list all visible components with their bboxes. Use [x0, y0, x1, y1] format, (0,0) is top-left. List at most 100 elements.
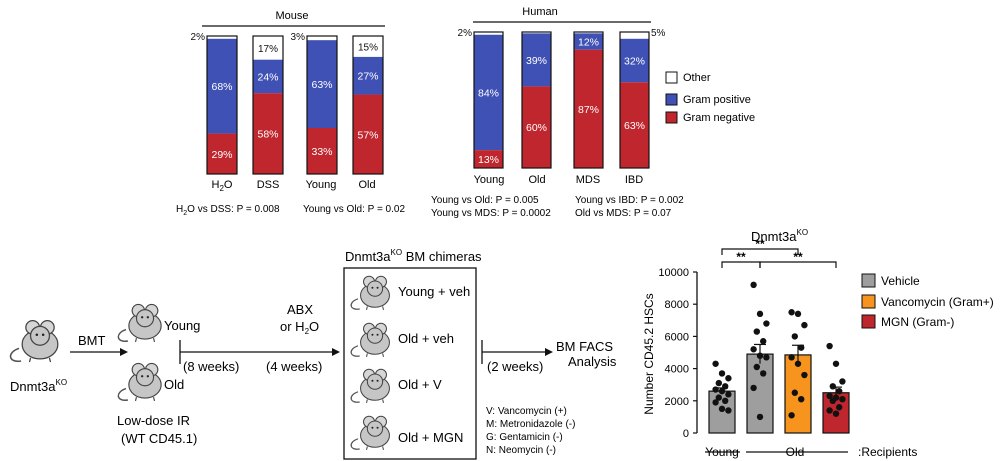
human-group-label: Human — [522, 6, 557, 18]
x-label-dss: DSS — [257, 179, 280, 191]
chimera-title: Dnmt3aKO BM chimeras — [345, 248, 482, 264]
group-old-v-label: Old + V — [398, 377, 442, 392]
bar-gram-positive-dss — [253, 59, 283, 94]
data-point-old-vehicle — [753, 363, 760, 371]
data-point-old-mgn — [836, 404, 843, 411]
data-label-gram-negative-dss: 58% — [257, 129, 278, 141]
data-point-young-vehicle — [712, 360, 719, 367]
bar-outline-h2o — [206, 35, 238, 175]
data-label-gram-positive-old: 27% — [357, 71, 378, 83]
bar-other-dss — [253, 36, 283, 60]
bar-outline-ibd — [619, 31, 650, 169]
two-weeks-label: (2 weeks) — [487, 359, 543, 374]
data-label-gram-positive-mds: 12% — [578, 37, 599, 49]
legend-label-gram-positive: Gram positive — [683, 94, 751, 106]
data-point-young-vehicle — [715, 394, 722, 401]
mouse-microbiome-panel: Mouse 29% 68% 2% 58% 24% 17% 33% 63% 3% 57% 27% 15%… — [176, 10, 405, 217]
bar-other-old — [522, 32, 551, 34]
data-point-old-mgn — [826, 342, 833, 350]
bar-outline-mds — [573, 31, 604, 169]
bm-facs-label: BM FACS — [556, 339, 613, 354]
data-label-gram-negative-ibd: 63% — [624, 120, 645, 132]
stat-h2o-tail: O — [187, 204, 198, 215]
data-point-old-mgn — [839, 395, 846, 403]
or-h2o-label: or H2O — [280, 319, 319, 336]
chimera-title-tail: BM chimeras — [402, 249, 482, 264]
abbrev-gentamicin: G: Gentamicin (-) — [486, 432, 563, 443]
y-tick-label: 2000 — [665, 396, 689, 408]
bar-other-h2o — [207, 36, 237, 39]
donor-label-sup: KO — [56, 378, 68, 387]
legend-label-mgn: MGN (Gram-) — [881, 315, 954, 329]
stat-young-ibd: Young vs IBD: P = 0.002 — [575, 195, 684, 206]
x-label-old-mouse: Old — [358, 179, 375, 191]
group-old-mgn-mouse-icon — [350, 415, 391, 451]
stat-h2o-dss: H2O vs DSS: P = 0.008 — [176, 204, 280, 217]
bar-outline-old — [352, 35, 384, 175]
chimera-title-sup: KO — [391, 248, 403, 257]
data-point-old-vehicle — [756, 352, 764, 359]
young-recipient-mouse-icon — [117, 303, 162, 343]
data-point-old-mgn — [836, 387, 843, 395]
group-old-v-mouse-icon — [350, 368, 391, 404]
data-label-gram-negative-young: 33% — [311, 146, 332, 158]
data-label-gram-positive-ibd: 32% — [624, 56, 645, 68]
data-label-other-h2o: 2% — [191, 32, 206, 43]
old-recipient-mouse-icon — [117, 362, 162, 402]
recipient-young-label: Young — [705, 445, 739, 459]
stat-old-mds: Old vs MDS: P = 0.07 — [575, 208, 672, 219]
stat-young-mds: Young vs MDS: P = 0.0002 — [431, 208, 551, 219]
data-point-young-vehicle — [712, 386, 719, 393]
human-stacked-bars: 13% 84% 2% 60% 39% 87% 12% 63% 32% 5% — [458, 28, 666, 169]
data-label-gram-negative-h2o: 29% — [211, 149, 232, 161]
hsc-plot-area: 0 2000 4000 6000 8000 10000 ** ** ** — [658, 237, 850, 440]
low-dose-ir-label: Low-dose IR — [117, 413, 190, 428]
bar-gram-negative-h2o — [207, 133, 237, 174]
data-point-old-vancomycin — [798, 344, 805, 351]
data-label-gram-positive-young: 63% — [311, 79, 332, 91]
bar-old-vehicle — [746, 353, 774, 434]
stat-young-old-human: Young vs Old: P = 0.005 — [431, 195, 539, 206]
data-point-young-vehicle — [718, 387, 726, 395]
data-point-old-vehicle — [756, 413, 764, 421]
data-point-old-vehicle — [763, 320, 770, 327]
donor-label: Dnmt3aKO — [10, 378, 67, 394]
data-label-other-young: 2% — [458, 28, 473, 39]
old-recipient-label: Old — [164, 377, 184, 392]
stat-h2o-dss-text: vs DSS: P = 0.008 — [198, 204, 280, 215]
bar-gram-negative-young — [307, 128, 337, 174]
bar-other-young — [474, 32, 503, 35]
or-h2o-sub: 2 — [305, 327, 310, 336]
x-label-h2o-tail: O — [224, 179, 233, 191]
x-label-young-mouse: Young — [306, 179, 337, 191]
data-point-old-mgn — [826, 407, 833, 414]
treatment-legend: Vehicle Vancomycin (Gram+) MGN (Gram-) — [861, 273, 994, 329]
hsc-chart-title: Dnmt3aKO — [751, 228, 808, 244]
bar-gram-positive-mds — [574, 33, 603, 50]
data-point-old-vancomycin — [794, 310, 802, 318]
bar-gram-negative-ibd — [620, 82, 649, 168]
recipient-old-label: Old — [786, 445, 805, 459]
data-point-young-vehicle — [712, 399, 719, 406]
data-label-gram-negative-old: 60% — [526, 122, 547, 134]
data-label-other-old: 15% — [358, 42, 378, 53]
bar-gram-negative-old — [353, 94, 383, 174]
data-label-gram-negative-mds: 87% — [578, 104, 599, 116]
eight-weeks-label: (8 weeks) — [183, 359, 239, 374]
significance-label: ** — [755, 237, 765, 251]
bar-outline-young — [473, 31, 504, 169]
data-point-old-vancomycin — [788, 354, 795, 361]
y-tick-label: 0 — [683, 428, 689, 440]
data-point-old-vancomycin — [791, 333, 798, 340]
data-label-gram-positive-old: 39% — [526, 55, 547, 67]
x-label-ibd: IBD — [625, 174, 643, 186]
bar-gram-positive-h2o — [207, 38, 237, 134]
or-h2o-main: or H — [280, 319, 305, 334]
hsc-y-axis-label: Number CD45.2 HSCs — [642, 293, 656, 414]
data-point-old-mgn — [829, 383, 836, 390]
group-young-veh-mouse-icon — [350, 275, 391, 311]
legend-label-vehicle: Vehicle — [881, 274, 920, 288]
data-label-other-dss: 17% — [258, 44, 278, 55]
bar-gram-positive-young — [307, 40, 337, 128]
